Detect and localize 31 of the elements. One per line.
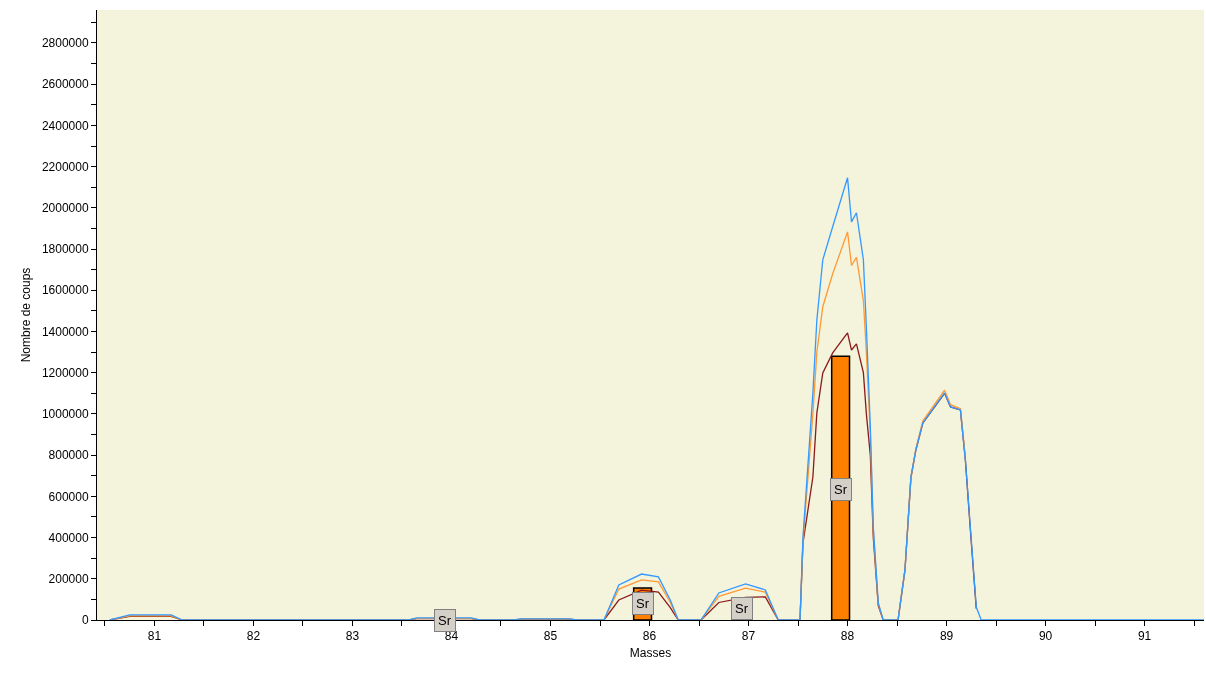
y-tick-label: 200000	[48, 571, 89, 586]
y-tick-label: 2000000	[41, 201, 89, 216]
x-tick-label: 90	[1038, 629, 1053, 644]
y-tick-label: 2600000	[41, 77, 89, 92]
y-tick-label: 400000	[48, 530, 89, 545]
y-tick-label: 2400000	[41, 118, 89, 133]
x-tick-label: 86	[642, 629, 657, 644]
y-tick-label: 1200000	[41, 365, 89, 380]
x-tick-label: 81	[147, 629, 162, 644]
y-tick-label: 1000000	[41, 407, 89, 422]
y-tick-label: 800000	[48, 448, 89, 463]
annotation: Sr	[834, 482, 848, 497]
y-axis-title: Nombre de coups	[19, 267, 34, 363]
x-tick-label: 85	[543, 629, 558, 644]
annotation: Sr	[438, 613, 452, 628]
y-tick-label: 1600000	[41, 283, 89, 298]
x-tick-label: 89	[939, 629, 954, 644]
x-tick-label: 87	[741, 629, 756, 644]
x-tick-label: 88	[840, 629, 855, 644]
x-tick-label: 82	[246, 629, 261, 644]
x-tick-label: 91	[1137, 629, 1152, 644]
annotation: Sr	[636, 596, 650, 611]
y-tick-label: 2200000	[41, 159, 89, 174]
y-tick-label: 1400000	[41, 324, 89, 339]
y-tick-label: 1800000	[41, 242, 89, 257]
annotation: Sr	[735, 601, 749, 616]
x-tick-label: 83	[345, 629, 360, 644]
y-tick-label: 600000	[48, 489, 89, 504]
y-tick-label: 2800000	[41, 36, 89, 51]
y-tick-label: 0	[81, 613, 89, 628]
x-axis-title: Masses	[629, 646, 672, 661]
